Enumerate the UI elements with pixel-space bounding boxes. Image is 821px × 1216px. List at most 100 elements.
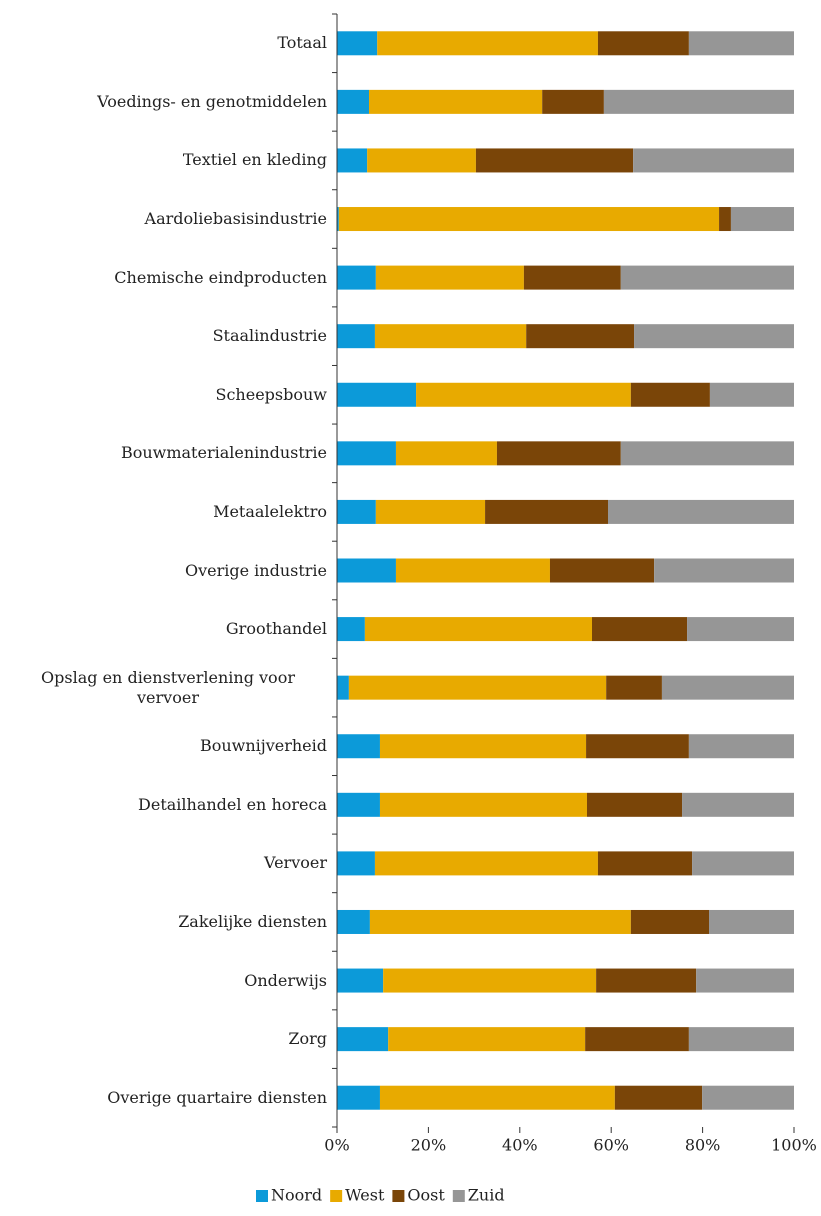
y-tick-label: Aardoliebasisindustrie <box>144 209 327 229</box>
bar-segment <box>549 558 655 583</box>
x-tick-label: 0% <box>324 1136 349 1155</box>
bar-segment <box>702 1085 794 1110</box>
y-tick-label: Groothandel <box>225 619 327 639</box>
bar-segment <box>348 675 607 700</box>
bar-segment <box>592 617 688 642</box>
bar-segment <box>682 792 794 817</box>
y-tick-label: Textiel en kleding <box>182 150 327 170</box>
bar-segment <box>586 734 689 759</box>
bar-segment <box>688 1027 794 1052</box>
bar-segment <box>603 89 794 114</box>
bar-segment <box>374 324 527 349</box>
bar-segment <box>337 792 380 817</box>
bar-segment <box>337 382 417 407</box>
legend-label: West <box>345 1186 385 1205</box>
bar-segment <box>375 265 524 290</box>
legend-swatch <box>452 1190 465 1202</box>
x-tick-label: 60% <box>593 1136 629 1155</box>
y-tick-label: Totaal <box>277 33 327 53</box>
bar-segment <box>337 909 370 934</box>
bar-segment <box>485 499 609 524</box>
bar-segment <box>692 851 794 876</box>
bar-segment <box>597 851 693 876</box>
y-tick-label: Detailhandel en horeca <box>138 794 327 814</box>
x-tick-label: 20% <box>411 1136 447 1155</box>
bar-segment <box>634 324 794 349</box>
bar-segment <box>395 441 497 466</box>
bar-segment <box>708 909 794 934</box>
bar-segment <box>337 148 368 173</box>
bar-segment <box>337 441 396 466</box>
bar-segment <box>337 31 378 56</box>
legend-swatch <box>392 1190 405 1202</box>
bar-segment <box>338 207 720 232</box>
y-tick-label: Overige quartaire diensten <box>107 1087 327 1107</box>
bar-segment <box>337 675 349 700</box>
bar-segment <box>337 1085 380 1110</box>
bar-segment <box>367 148 476 173</box>
bar-segment <box>379 1085 615 1110</box>
x-tick-label: 80% <box>685 1136 721 1155</box>
bar-segment <box>696 968 794 993</box>
legend-label: Zuid <box>468 1186 505 1205</box>
y-tick-label: Vervoer <box>264 853 327 873</box>
bar-segment <box>630 909 709 934</box>
y-tick-label: Staalindustrie <box>212 326 327 346</box>
bar-segment <box>496 441 621 466</box>
bar-segment <box>597 31 689 56</box>
bar-segment <box>606 675 662 700</box>
bar-segment <box>687 617 794 642</box>
bar-segment <box>633 148 794 173</box>
bar-segment <box>523 265 621 290</box>
bar-segment <box>614 1085 703 1110</box>
bar-segment <box>620 441 794 466</box>
bar-segment <box>416 382 631 407</box>
y-tick-label: Onderwijs <box>244 970 327 990</box>
y-tick-label: Scheepsbouw <box>215 384 328 404</box>
bar-segment <box>337 968 384 993</box>
bar-segment <box>379 792 587 817</box>
bar-segment <box>688 734 794 759</box>
legend-swatch <box>330 1190 343 1202</box>
bar-segment <box>337 734 380 759</box>
bar-segment <box>374 851 598 876</box>
y-tick-label: Opslag en dienstverlening voor vervoer <box>41 667 295 707</box>
bar-segment <box>654 558 794 583</box>
bar-segment <box>630 382 710 407</box>
bar-segment <box>730 207 794 232</box>
bar-segment <box>620 265 794 290</box>
y-tick-label: Voedings- en genotmiddelen <box>97 91 327 111</box>
bar-segment <box>377 31 598 56</box>
y-tick-label: Bouwmaterialenindustrie <box>120 443 327 463</box>
bar-segment <box>596 968 697 993</box>
bar-segment <box>369 909 631 934</box>
y-tick-label: Zakelijke diensten <box>178 911 327 931</box>
x-tick-label: 40% <box>502 1136 538 1155</box>
bar-segment <box>526 324 635 349</box>
bar-segment <box>337 324 375 349</box>
y-tick-label: Bouwnijverheid <box>199 736 327 756</box>
legend-label: Noord <box>271 1186 322 1205</box>
y-tick-label: Overige industrie <box>184 560 327 580</box>
bar-segment <box>709 382 794 407</box>
bar-segment <box>337 558 396 583</box>
bar-segment <box>368 89 543 114</box>
bar-segment <box>388 1027 586 1052</box>
bar-segment <box>475 148 634 173</box>
bar-segment <box>585 1027 689 1052</box>
x-tick-label: 100% <box>771 1136 817 1155</box>
bar-segment <box>383 968 597 993</box>
bar-segment <box>337 1027 389 1052</box>
y-tick-label: Metaalelektro <box>213 501 327 521</box>
bar-segment <box>364 617 593 642</box>
bar-segment <box>586 792 683 817</box>
bar-segment <box>608 499 794 524</box>
bar-segment <box>337 499 376 524</box>
y-tick-label: Chemische eindproducten <box>114 267 327 287</box>
bar-segment <box>337 89 369 114</box>
bar-segment <box>395 558 550 583</box>
y-tick-label: Zorg <box>288 1029 327 1049</box>
legend-label: Oost <box>407 1186 445 1205</box>
bar-segment <box>337 207 339 232</box>
